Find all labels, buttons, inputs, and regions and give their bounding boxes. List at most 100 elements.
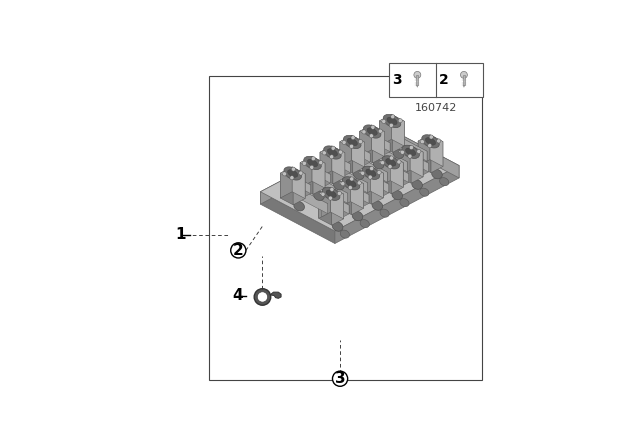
Polygon shape <box>373 180 388 188</box>
Polygon shape <box>360 125 372 156</box>
Ellipse shape <box>380 209 389 217</box>
Ellipse shape <box>386 159 396 166</box>
Polygon shape <box>371 166 383 198</box>
Polygon shape <box>342 193 348 206</box>
Ellipse shape <box>422 135 439 148</box>
Text: 1: 1 <box>175 228 186 242</box>
Circle shape <box>319 160 323 165</box>
Ellipse shape <box>364 125 381 138</box>
Circle shape <box>390 115 395 119</box>
Circle shape <box>340 181 345 186</box>
Circle shape <box>378 129 383 133</box>
Polygon shape <box>361 149 370 162</box>
Polygon shape <box>339 183 351 215</box>
Polygon shape <box>340 135 352 167</box>
Polygon shape <box>372 125 385 157</box>
Polygon shape <box>351 177 364 208</box>
Circle shape <box>330 187 334 192</box>
Text: 160742: 160742 <box>415 103 457 113</box>
Polygon shape <box>393 169 409 177</box>
Polygon shape <box>355 149 370 157</box>
Ellipse shape <box>333 181 344 190</box>
Polygon shape <box>362 195 369 207</box>
Polygon shape <box>353 190 369 198</box>
Circle shape <box>311 157 316 161</box>
Ellipse shape <box>383 114 401 128</box>
Polygon shape <box>381 148 407 172</box>
Polygon shape <box>411 152 423 183</box>
Ellipse shape <box>287 170 298 177</box>
Polygon shape <box>260 126 385 204</box>
Circle shape <box>339 150 342 154</box>
Polygon shape <box>463 85 465 87</box>
Ellipse shape <box>362 166 380 179</box>
Polygon shape <box>300 156 325 169</box>
Polygon shape <box>303 185 310 197</box>
Ellipse shape <box>284 167 301 180</box>
Polygon shape <box>374 138 390 146</box>
Circle shape <box>361 171 365 175</box>
Ellipse shape <box>327 149 337 156</box>
Polygon shape <box>398 145 423 159</box>
Polygon shape <box>293 174 305 205</box>
Ellipse shape <box>340 230 349 238</box>
Polygon shape <box>342 205 349 218</box>
Polygon shape <box>358 166 371 198</box>
Bar <box>209 76 481 380</box>
Polygon shape <box>421 151 427 164</box>
Circle shape <box>408 154 412 158</box>
Ellipse shape <box>307 159 317 167</box>
Text: 3: 3 <box>335 371 346 386</box>
Polygon shape <box>322 204 328 217</box>
Polygon shape <box>418 141 431 173</box>
Ellipse shape <box>324 146 341 159</box>
Circle shape <box>348 185 353 190</box>
Polygon shape <box>333 153 345 184</box>
Polygon shape <box>360 190 369 203</box>
Polygon shape <box>332 194 344 225</box>
Ellipse shape <box>402 145 419 159</box>
Polygon shape <box>401 138 427 161</box>
Circle shape <box>428 144 432 148</box>
Ellipse shape <box>400 198 409 207</box>
Polygon shape <box>339 177 351 208</box>
Ellipse shape <box>372 201 383 210</box>
Polygon shape <box>371 173 383 204</box>
Ellipse shape <box>420 188 429 196</box>
Ellipse shape <box>367 128 377 135</box>
Polygon shape <box>323 174 330 187</box>
Circle shape <box>337 191 341 195</box>
Polygon shape <box>294 180 310 189</box>
Polygon shape <box>302 190 328 214</box>
Polygon shape <box>270 292 281 298</box>
Polygon shape <box>380 115 404 128</box>
Circle shape <box>302 161 307 165</box>
Polygon shape <box>300 163 313 194</box>
Ellipse shape <box>332 222 343 231</box>
Polygon shape <box>332 146 345 177</box>
Ellipse shape <box>346 180 356 187</box>
Ellipse shape <box>360 220 369 228</box>
Text: 4: 4 <box>232 289 243 303</box>
Ellipse shape <box>326 190 336 198</box>
Polygon shape <box>339 177 364 190</box>
Circle shape <box>390 156 394 160</box>
Polygon shape <box>364 153 370 166</box>
Ellipse shape <box>387 117 397 125</box>
Polygon shape <box>372 132 385 163</box>
Circle shape <box>254 289 271 305</box>
Polygon shape <box>340 135 365 149</box>
Ellipse shape <box>304 156 321 170</box>
Polygon shape <box>260 192 335 244</box>
Circle shape <box>436 139 441 143</box>
Ellipse shape <box>353 170 364 180</box>
Polygon shape <box>341 159 350 172</box>
Polygon shape <box>410 145 423 177</box>
Circle shape <box>388 164 392 169</box>
Polygon shape <box>333 201 349 209</box>
Polygon shape <box>430 135 443 167</box>
Circle shape <box>331 146 335 150</box>
Ellipse shape <box>344 135 361 149</box>
Polygon shape <box>313 163 325 194</box>
Ellipse shape <box>406 148 416 155</box>
